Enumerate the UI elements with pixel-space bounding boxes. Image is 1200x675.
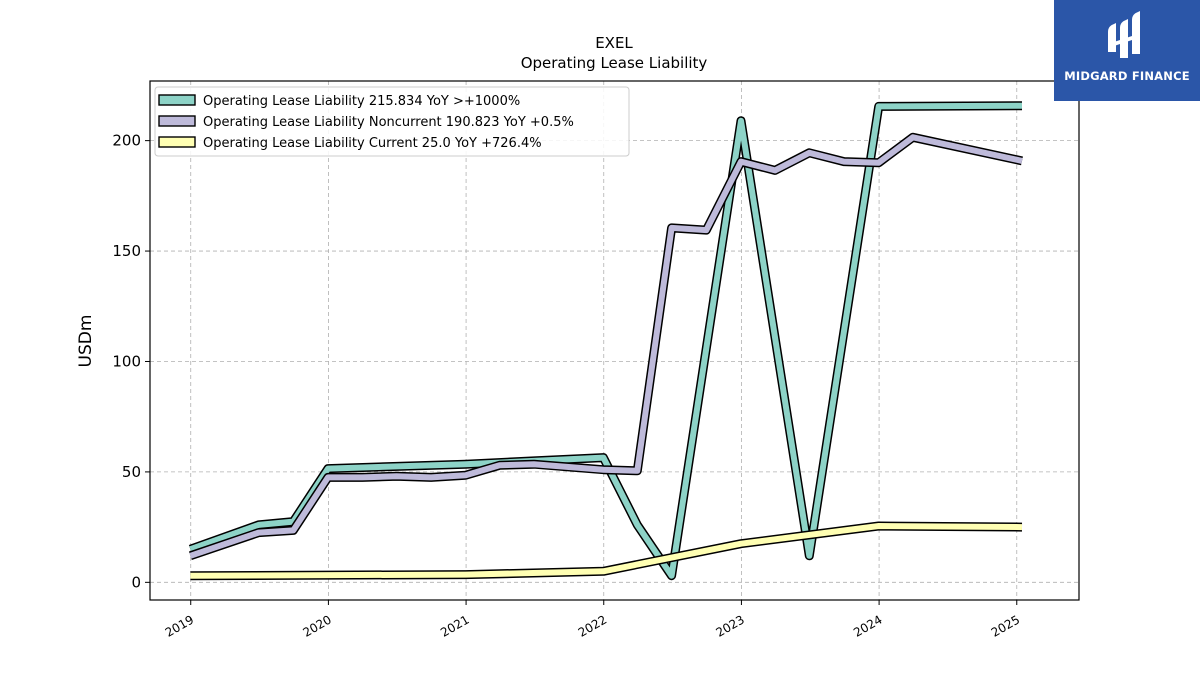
x-tick-label: 2023 [713,612,746,639]
series-lines [188,101,1023,581]
x-tick-label: 2022 [576,612,609,639]
logo-mark-icon [1108,11,1140,58]
axis-ticks: 0 50 100 150 200 2019 2020 2021 2022 2023 2024 2025 [112,132,1022,640]
x-tick-label: 2025 [989,612,1022,639]
y-axis-label: USDm [76,315,96,368]
series-line [189,134,1023,559]
legend: Operating Lease Liability 215.834 YoY >+… [154,86,630,157]
legend-swatch [158,136,196,148]
legend-label: Operating Lease Liability Current 25.0 Y… [203,136,542,151]
legend-box [154,86,630,157]
legend-swatch [158,94,196,106]
y-tick-label: 50 [122,463,141,481]
x-tick-label: 2021 [438,612,471,639]
y-tick-label: 100 [112,352,141,370]
legend-label: Operating Lease Liability Noncurrent 190… [203,115,574,130]
y-tick-label: 200 [112,132,141,150]
y-tick-label: 0 [131,573,141,591]
x-tick-label: 2020 [300,612,333,639]
chart-subtitle: Operating Lease Liability [521,54,708,72]
brand-logo: MIDGARD FINANCE [1054,0,1200,101]
chart-title: EXEL [595,34,633,52]
series-line [190,523,1023,579]
x-tick-label: 2024 [851,612,884,639]
series-line [189,102,1023,579]
legend-label: Operating Lease Liability 215.834 YoY >+… [203,94,520,109]
y-tick-label: 150 [112,242,141,260]
plot-frame [149,80,1080,601]
x-tick-label: 2019 [163,612,196,639]
logo-text: MIDGARD FINANCE [1064,69,1190,83]
legend-swatch [158,115,196,127]
